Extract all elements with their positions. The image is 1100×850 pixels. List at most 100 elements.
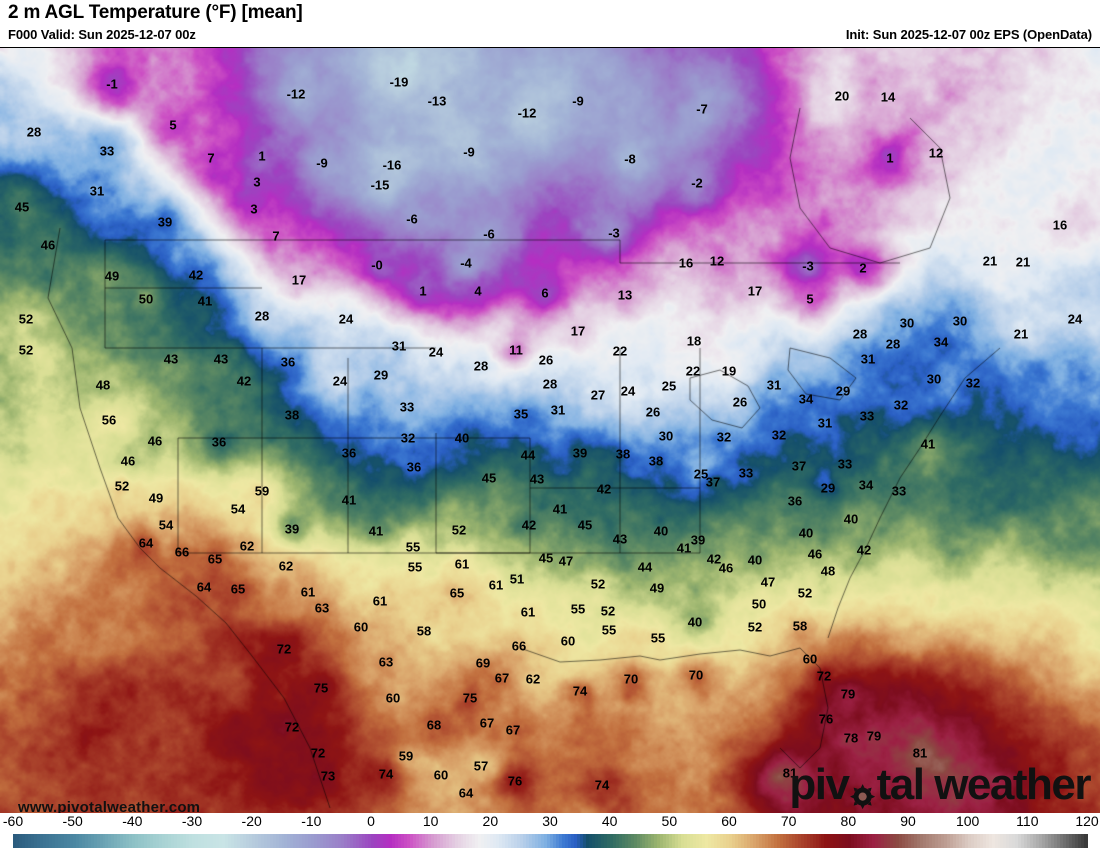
colorbar-segment bbox=[180, 834, 184, 848]
colorbar-segment bbox=[908, 834, 912, 848]
colorbar-segment bbox=[567, 834, 572, 848]
colorbar-segment bbox=[379, 834, 384, 848]
colorbar-segment bbox=[87, 834, 92, 848]
colorbar-segment bbox=[514, 834, 518, 848]
colorbar-segment bbox=[21, 834, 26, 848]
colorbar-tick-120: 120 bbox=[1075, 813, 1099, 829]
colorbar-segment bbox=[487, 834, 491, 848]
colorbar-segment bbox=[749, 834, 754, 848]
colorbar-segment bbox=[159, 834, 163, 848]
colorbar-segment bbox=[651, 834, 655, 848]
brand-text-post: tal weather bbox=[876, 760, 1092, 809]
colorbar-segment bbox=[579, 834, 584, 848]
colorbar-tick-labels: -60 -50 -40 -30 -20 -10 0 10 20 30 40 50 60 70 80 90 100… bbox=[0, 813, 1100, 832]
colorbar-segment bbox=[156, 834, 160, 848]
colorbar-segment bbox=[120, 834, 124, 848]
colorbar-segment bbox=[788, 834, 793, 848]
colorbar-segment bbox=[481, 834, 485, 848]
colorbar-segment bbox=[517, 834, 521, 848]
colorbar[interactable]: -60 -50 -40 -30 -20 -10 0 10 20 30 40 50 60 70 80 90 100… bbox=[0, 813, 1100, 850]
colorbar-segment bbox=[973, 834, 978, 848]
colorbar-segment bbox=[800, 834, 805, 848]
colorbar-segment bbox=[183, 834, 187, 848]
colorbar-segment bbox=[114, 834, 118, 848]
colorbar-segment bbox=[1027, 834, 1031, 848]
colorbar-segment bbox=[669, 834, 673, 848]
colorbar-segment bbox=[645, 834, 650, 848]
colorbar-segment bbox=[836, 834, 840, 848]
colorbar-segment bbox=[994, 834, 999, 848]
colorbar-segment bbox=[72, 834, 77, 848]
colorbar-segment bbox=[612, 834, 617, 848]
colorbar-segment bbox=[382, 834, 387, 848]
colorbar-segment bbox=[588, 834, 593, 848]
colorbar-segment bbox=[356, 834, 360, 848]
colorbar-segment bbox=[371, 834, 375, 848]
colorbar-segment bbox=[740, 834, 745, 848]
colorbar-segment bbox=[439, 834, 444, 848]
colorbar-segment bbox=[138, 834, 142, 848]
colorbar-segment bbox=[215, 834, 220, 848]
colorbar-segment bbox=[254, 834, 259, 848]
colorbar-segment bbox=[314, 834, 318, 848]
colorbar-segment bbox=[445, 834, 450, 848]
colorbar-segment bbox=[887, 834, 891, 848]
colorbar-segment bbox=[90, 834, 95, 848]
colorbar-gradient[interactable] bbox=[13, 834, 1088, 848]
colorbar-segment bbox=[696, 834, 700, 848]
colorbar-segment bbox=[943, 834, 948, 848]
colorbar-segment bbox=[922, 834, 927, 848]
colorbar-segment bbox=[830, 834, 834, 848]
colorbar-segment bbox=[412, 834, 417, 848]
colorbar-tick-40: 40 bbox=[601, 813, 618, 829]
colorbar-segment bbox=[203, 834, 208, 848]
colorbar-segment bbox=[502, 834, 506, 848]
colorbar-segment bbox=[839, 834, 843, 848]
colorbar-segment bbox=[708, 834, 712, 848]
colorbar-segment bbox=[287, 834, 292, 848]
colorbar-segment bbox=[78, 834, 83, 848]
colorbar-segment bbox=[469, 834, 474, 848]
colorbar-segment bbox=[961, 834, 966, 848]
colorbar-segment bbox=[893, 834, 897, 848]
colorbar-segment bbox=[18, 834, 23, 848]
colorbar-segment bbox=[863, 834, 867, 848]
colorbar-segment bbox=[729, 834, 733, 848]
colorbar-segment bbox=[773, 834, 778, 848]
colorbar-segment bbox=[585, 834, 590, 848]
colorbar-segment bbox=[866, 834, 870, 848]
colorbar-segment bbox=[544, 834, 548, 848]
colorbar-segment bbox=[532, 834, 536, 848]
colorbar-segment bbox=[472, 834, 476, 848]
colorbar-segment bbox=[582, 834, 587, 848]
colorbar-segment bbox=[406, 834, 411, 848]
colorbar-segment bbox=[42, 834, 47, 848]
colorbar-segment bbox=[803, 834, 808, 848]
colorbar-segment bbox=[305, 834, 309, 848]
colorbar-segment bbox=[15, 834, 20, 848]
colorbar-segment bbox=[785, 834, 790, 848]
colorbar-segment bbox=[269, 834, 274, 848]
colorbar-segment bbox=[535, 834, 539, 848]
colorbar-segment bbox=[606, 834, 611, 848]
colorbar-segment bbox=[460, 834, 465, 848]
colorbar-segment bbox=[275, 834, 280, 848]
colorbar-segment bbox=[714, 834, 718, 848]
colorbar-segment bbox=[1000, 834, 1005, 848]
colorbar-tick-80: 80 bbox=[840, 813, 857, 829]
colorbar-segment bbox=[699, 834, 703, 848]
colorbar-segment bbox=[609, 834, 614, 848]
colorbar-segment bbox=[409, 834, 414, 848]
temperature-map[interactable]: -1 28 5 -12 -19 -13 -12 -9 -7 20 14 33 7 1 -9 -16 -9 -8 1 1… bbox=[0, 47, 1100, 814]
colorbar-segment bbox=[266, 834, 271, 848]
colorbar-segment bbox=[812, 834, 817, 848]
colorbar-segment bbox=[618, 834, 623, 848]
colorbar-segment bbox=[1075, 834, 1079, 848]
colorbar-segment bbox=[111, 834, 116, 848]
colorbar-segment bbox=[1060, 834, 1064, 848]
site-url-watermark: www.pivotalweather.com bbox=[18, 799, 201, 814]
colorbar-segment bbox=[902, 834, 906, 848]
colorbar-segment bbox=[657, 834, 661, 848]
colorbar-segment bbox=[899, 834, 903, 848]
